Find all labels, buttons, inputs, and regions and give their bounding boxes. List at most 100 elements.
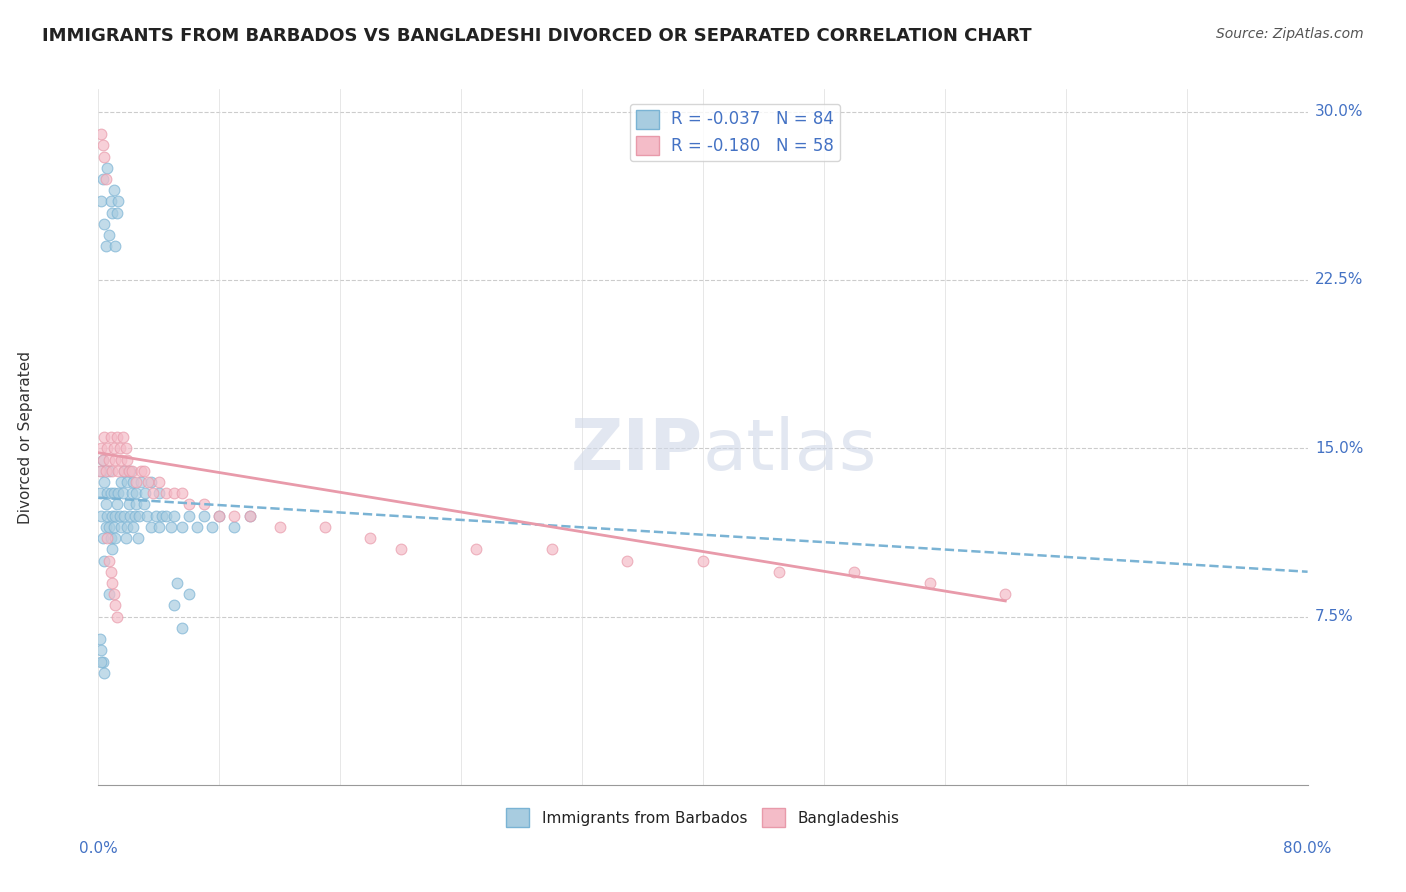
Point	[128, 508, 150, 523]
Point	[90, 643, 112, 657]
Point	[163, 599, 186, 613]
Point	[193, 508, 215, 523]
Point	[141, 475, 163, 489]
Point	[122, 475, 145, 489]
Point	[186, 520, 208, 534]
Text: 7.5%: 7.5%	[1315, 609, 1354, 624]
Text: Divorced or Separated: Divorced or Separated	[18, 351, 34, 524]
Point	[100, 486, 122, 500]
Point	[90, 442, 112, 456]
Point	[160, 520, 183, 534]
Point	[94, 239, 117, 253]
Point	[105, 205, 128, 219]
Text: ZIP: ZIP	[571, 417, 703, 485]
Point	[104, 508, 127, 523]
Text: 15.0%: 15.0%	[1315, 441, 1364, 456]
Point	[994, 587, 1017, 601]
Point	[100, 430, 122, 444]
Point	[208, 508, 231, 523]
Point	[89, 632, 111, 646]
Point	[224, 508, 246, 523]
Point	[96, 486, 118, 500]
Point	[93, 665, 115, 680]
Point	[101, 464, 124, 478]
Point	[166, 576, 188, 591]
Point	[239, 508, 262, 523]
Point	[115, 520, 138, 534]
Point	[129, 464, 152, 478]
Point	[616, 553, 638, 567]
Point	[112, 464, 135, 478]
Point	[104, 452, 127, 467]
Point	[155, 508, 177, 523]
Point	[115, 475, 138, 489]
Point	[91, 655, 114, 669]
Point	[101, 576, 124, 591]
Point	[122, 520, 145, 534]
Point	[91, 531, 114, 545]
Point	[148, 520, 170, 534]
Point	[105, 430, 128, 444]
Point	[150, 508, 173, 523]
Point	[114, 531, 136, 545]
Text: IMMIGRANTS FROM BARBADOS VS BANGLADESHI DIVORCED OR SEPARATED CORRELATION CHART: IMMIGRANTS FROM BARBADOS VS BANGLADESHI …	[42, 27, 1032, 45]
Point	[129, 475, 152, 489]
Point	[98, 520, 121, 534]
Point	[179, 497, 201, 511]
Point	[465, 542, 488, 557]
Point	[111, 430, 134, 444]
Point	[108, 442, 131, 456]
Point	[91, 138, 114, 153]
Point	[90, 655, 112, 669]
Point	[98, 587, 121, 601]
Point	[768, 565, 790, 579]
Text: 0.0%: 0.0%	[79, 841, 118, 856]
Point	[96, 442, 118, 456]
Point	[124, 508, 146, 523]
Point	[90, 508, 112, 523]
Point	[125, 486, 148, 500]
Point	[103, 520, 125, 534]
Point	[91, 172, 114, 186]
Point	[114, 442, 136, 456]
Point	[98, 553, 121, 567]
Point	[112, 508, 135, 523]
Point	[112, 464, 135, 478]
Point	[105, 609, 128, 624]
Point	[93, 553, 115, 567]
Point	[918, 576, 941, 591]
Point	[389, 542, 412, 557]
Point	[93, 475, 115, 489]
Point	[142, 486, 165, 500]
Point	[100, 531, 122, 545]
Point	[96, 508, 118, 523]
Point	[94, 520, 117, 534]
Point	[163, 508, 186, 523]
Point	[105, 497, 128, 511]
Point	[155, 486, 177, 500]
Text: 30.0%: 30.0%	[1315, 104, 1364, 120]
Point	[135, 508, 157, 523]
Point	[101, 542, 124, 557]
Point	[103, 486, 125, 500]
Point	[118, 497, 141, 511]
Point	[98, 464, 121, 478]
Point	[141, 520, 163, 534]
Point	[96, 161, 118, 175]
Point	[163, 486, 186, 500]
Point	[104, 239, 127, 253]
Point	[134, 486, 156, 500]
Point	[96, 531, 118, 545]
Point	[170, 486, 193, 500]
Point	[101, 508, 124, 523]
Point	[94, 497, 117, 511]
Point	[103, 183, 125, 197]
Point	[121, 464, 143, 478]
Point	[91, 452, 114, 467]
Point	[125, 497, 148, 511]
Point	[115, 452, 138, 467]
Point	[136, 475, 159, 489]
Point	[118, 464, 141, 478]
Point	[107, 194, 129, 209]
Point	[692, 553, 714, 567]
